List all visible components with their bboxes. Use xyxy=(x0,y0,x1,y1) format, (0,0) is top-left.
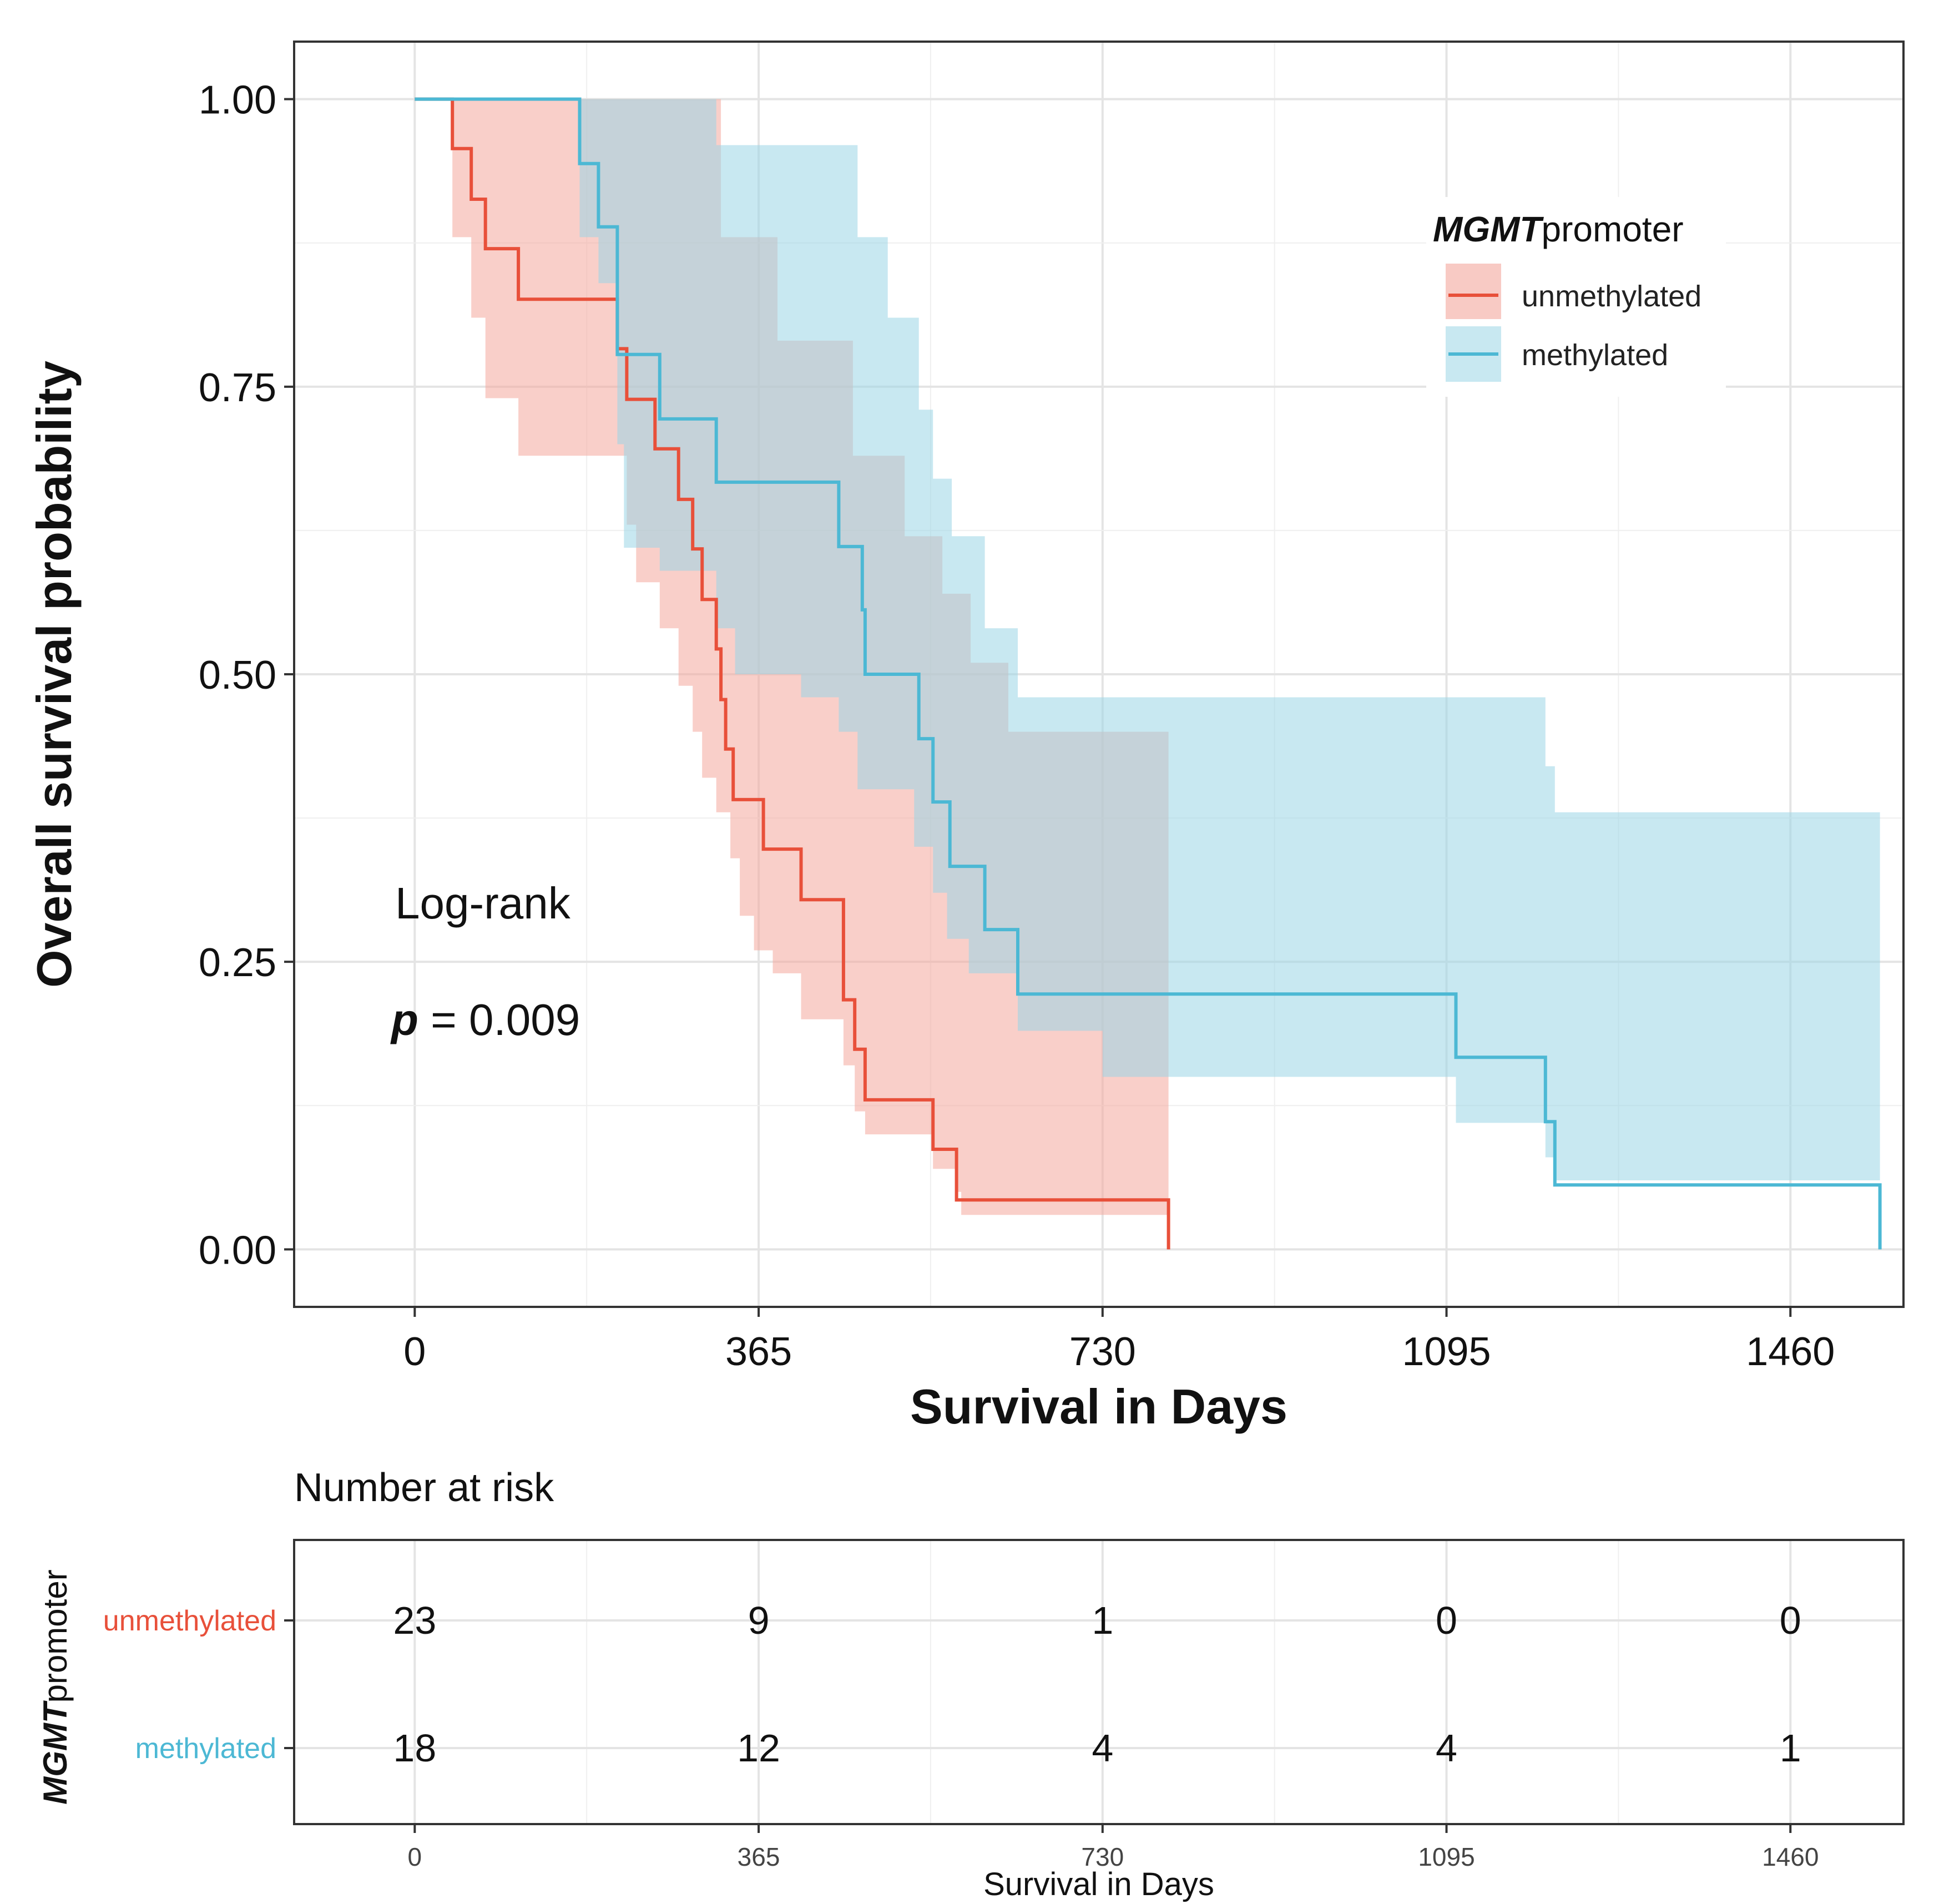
risk-table-title: Number at risk xyxy=(294,1466,554,1510)
risk-x-tick-label: 1460 xyxy=(1762,1842,1819,1871)
risk-count: 18 xyxy=(393,1726,436,1770)
risk-count: 23 xyxy=(393,1599,436,1642)
log-rank-label: Log-rank xyxy=(395,878,571,928)
risk-x-tick-label: 365 xyxy=(738,1842,780,1871)
risk-count: 12 xyxy=(737,1726,780,1770)
y-tick-label: 0.50 xyxy=(199,653,276,698)
risk-group-title-italic: MGMT xyxy=(37,1700,74,1805)
risk-count: 0 xyxy=(1780,1599,1801,1642)
risk-group-title-rest: promoter xyxy=(37,1569,74,1703)
p-symbol: p xyxy=(390,995,418,1044)
x-axis-title: Survival in Days xyxy=(910,1379,1287,1434)
risk-table-grid xyxy=(294,1540,1903,1824)
survival-curve-unmethylated xyxy=(415,97,1170,1250)
legend-entry-methylated: methylated xyxy=(1446,326,1668,382)
p-value-text: p = 0.009 xyxy=(390,995,580,1044)
legend-entry-unmethylated: unmethylated xyxy=(1446,264,1701,319)
risk-count: 4 xyxy=(1436,1726,1457,1770)
y-tick-label: 0.25 xyxy=(199,941,276,985)
x-tick-label: 365 xyxy=(725,1330,792,1374)
y-tick-label: 0.00 xyxy=(199,1228,276,1272)
log-rank-annotation: Log-rank p = 0.009 xyxy=(390,878,580,1044)
risk-row-label-unmethylated: unmethylated xyxy=(103,1605,276,1637)
survival-curves xyxy=(415,97,1882,1250)
risk-table: Number at risk 23 9 1 0 0 18 12 4 4 1 unmethylate… xyxy=(37,1466,1905,1902)
legend-label-unmethylated: unmethylated xyxy=(1522,280,1701,313)
legend: MGMTpromoter unmethylated methylated xyxy=(1426,197,1726,397)
x-tick-label: 730 xyxy=(1069,1330,1136,1374)
risk-count: 1 xyxy=(1780,1726,1801,1770)
confidence-bands xyxy=(452,99,1880,1215)
ci-band-methylated xyxy=(579,99,1880,1181)
x-tick-label: 1095 xyxy=(1402,1330,1491,1374)
legend-title: MGMTpromoter xyxy=(1433,209,1684,249)
risk-table-group-title: MGMTpromoter xyxy=(37,1569,74,1804)
risk-x-tick-label: 730 xyxy=(1081,1842,1124,1871)
legend-title-rest: promoter xyxy=(1542,209,1684,249)
y-tick-label: 1.00 xyxy=(199,78,276,123)
risk-row-label-methylated: methylated xyxy=(135,1733,276,1765)
legend-label-methylated: methylated xyxy=(1522,339,1668,372)
risk-table-border xyxy=(293,1539,1905,1825)
x-tick-label: 0 xyxy=(403,1330,426,1374)
legend-title-italic: MGMT xyxy=(1433,209,1544,249)
survival-curve-methylated xyxy=(415,97,1882,1250)
risk-count: 0 xyxy=(1436,1599,1457,1642)
risk-count: 4 xyxy=(1092,1726,1113,1770)
y-tick-label: 0.75 xyxy=(199,366,276,410)
p-value: = 0.009 xyxy=(418,995,580,1044)
risk-count: 1 xyxy=(1092,1599,1113,1642)
risk-count: 9 xyxy=(748,1599,770,1642)
x-tick-label: 1460 xyxy=(1746,1330,1835,1374)
risk-table-background xyxy=(294,1540,1903,1824)
legend-key-unmethylated xyxy=(1446,264,1501,319)
risk-table-values: 23 9 1 0 0 18 12 4 4 1 xyxy=(393,1599,1801,1770)
y-axis-title: Overall survival probability xyxy=(27,361,82,988)
risk-table-axes: unmethylated methylated 0 365 730 1095 1460 xyxy=(103,1605,1819,1871)
risk-x-tick-label: 1095 xyxy=(1418,1842,1475,1871)
risk-x-tick-label: 0 xyxy=(408,1842,422,1871)
risk-table-x-axis-title: Survival in Days xyxy=(983,1866,1214,1902)
main-axes: 0 365 730 1095 1460 0.00 0.25 0.50 0.75 1.00 xyxy=(199,78,1835,1374)
